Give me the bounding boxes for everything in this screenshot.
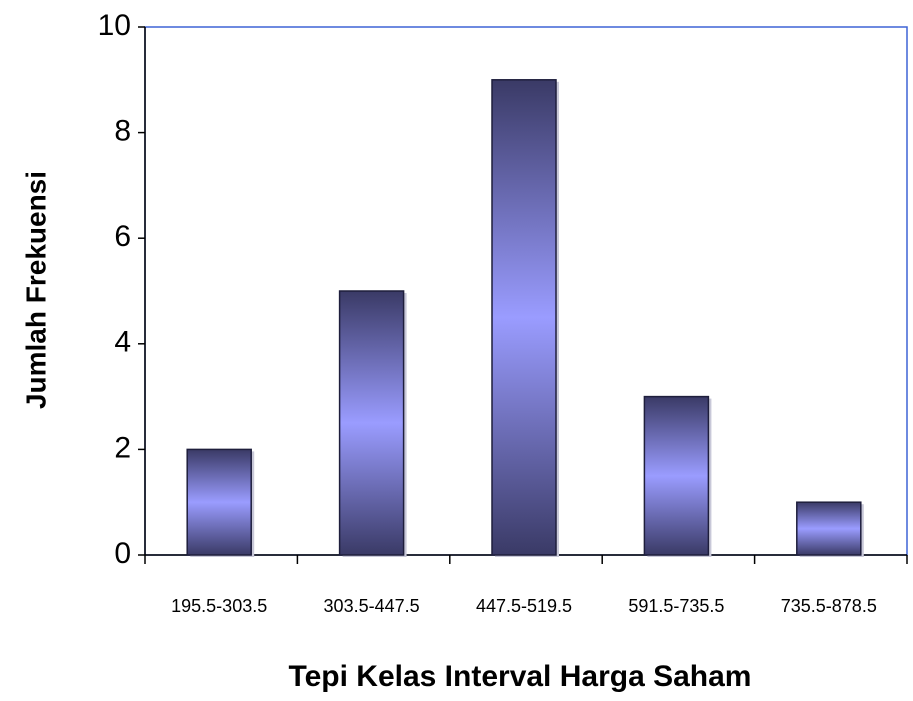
x-tick-label: 195.5-303.5 [171, 596, 267, 616]
x-tick-label: 591.5-735.5 [628, 596, 724, 616]
bar [338, 290, 405, 556]
y-tick-label: 6 [114, 220, 131, 253]
y-tick-label: 0 [114, 537, 131, 570]
bar [643, 395, 710, 556]
bar [186, 448, 252, 556]
x-tick-label: 303.5-447.5 [324, 596, 420, 616]
x-axis-title: Tepi Kelas Interval Harga Saham [289, 660, 752, 693]
x-tick-label: 735.5-878.5 [781, 596, 877, 616]
x-tick-label: 447.5-519.5 [476, 596, 572, 616]
bar [796, 501, 862, 556]
y-tick-label: 4 [114, 326, 131, 359]
y-tick-label: 8 [114, 115, 131, 148]
y-tick-label: 2 [114, 431, 131, 464]
y-tick-label: 10 [98, 9, 131, 42]
y-axis-title: Jumlah Frekuensi [20, 171, 51, 409]
bar [491, 79, 557, 556]
